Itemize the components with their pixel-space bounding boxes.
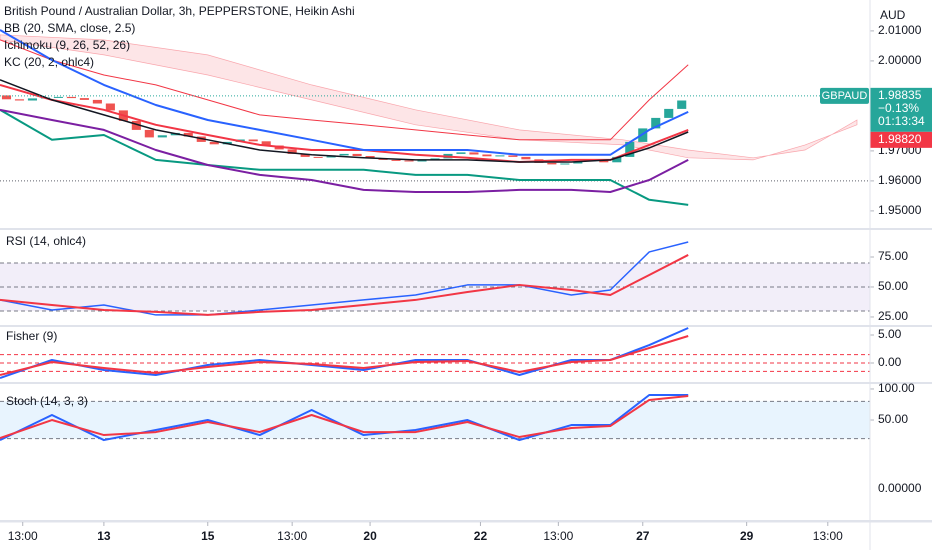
panel-title: Stoch (14, 3, 3) xyxy=(6,394,88,408)
candle xyxy=(612,156,622,163)
indicator-line xyxy=(0,254,689,316)
panel xyxy=(0,393,870,442)
candle xyxy=(79,98,89,100)
x-tick-label: 13:00 xyxy=(813,529,843,543)
x-tick-label: 20 xyxy=(363,529,377,543)
y-tick-label: 1.96000 xyxy=(878,173,922,187)
x-tick-label: 15 xyxy=(201,529,215,543)
candle xyxy=(131,120,141,130)
y-tick-label: 5.00 xyxy=(878,327,902,341)
indicator-line xyxy=(0,39,689,141)
y-tick-label: 1.95000 xyxy=(878,203,922,217)
candle xyxy=(560,163,570,165)
x-tick-label: 13:00 xyxy=(543,529,573,543)
panel-title: RSI (14, ohlc4) xyxy=(6,234,86,248)
price-label: 1.98835 xyxy=(878,88,922,102)
candle xyxy=(183,132,193,137)
candle xyxy=(352,153,362,156)
change-label: −0.13% xyxy=(878,101,919,115)
candle xyxy=(508,155,518,157)
candle xyxy=(599,160,609,163)
candle xyxy=(66,96,76,99)
x-tick-label: 13 xyxy=(97,529,111,543)
candle xyxy=(456,152,466,154)
candle xyxy=(105,103,115,111)
symbol-tag xyxy=(820,87,869,104)
x-tick-label: 22 xyxy=(474,529,488,543)
candle xyxy=(664,108,674,118)
x-tick-label: 27 xyxy=(636,529,650,543)
candle xyxy=(27,98,38,101)
candle xyxy=(53,96,63,98)
bid-tag xyxy=(870,131,932,148)
candle xyxy=(339,153,349,156)
indicator-label: KC (20, 2, ohlc4) xyxy=(4,55,94,69)
y-tick-label: 2.00000 xyxy=(878,53,922,67)
indicator-line xyxy=(0,79,689,163)
candle xyxy=(521,156,531,160)
candle xyxy=(287,149,297,154)
panel xyxy=(0,241,870,316)
y-tick-label: 2.01000 xyxy=(878,23,922,37)
y-tick-label: 50.00 xyxy=(878,279,908,293)
candle xyxy=(248,139,258,142)
candle xyxy=(92,99,102,104)
panel-title: Fisher (9) xyxy=(6,329,57,343)
indicator-line xyxy=(0,29,689,156)
axis-label: 0.00000 xyxy=(878,481,922,495)
candle xyxy=(495,155,505,157)
countdown-label: 01:13:34 xyxy=(878,114,925,128)
indicator-line xyxy=(0,241,689,316)
indicator-label: Ichimoku (9, 26, 52, 26) xyxy=(4,38,130,52)
candle xyxy=(313,156,323,158)
panel xyxy=(0,29,870,206)
candle xyxy=(261,141,271,146)
x-tick-label: 13:00 xyxy=(277,529,307,543)
candle xyxy=(651,117,661,129)
y-tick-label: 75.00 xyxy=(878,249,908,263)
candle xyxy=(677,100,687,109)
candle xyxy=(573,161,583,164)
candle xyxy=(417,160,427,162)
candle xyxy=(209,141,219,145)
currency-label: AUD xyxy=(880,8,906,22)
candle xyxy=(1,95,12,100)
candle xyxy=(625,141,635,157)
y-tick-label: 0.00 xyxy=(878,355,902,369)
candle xyxy=(365,156,375,159)
y-tick-label: 25.00 xyxy=(878,309,908,323)
symbol-label: GBPAUD xyxy=(822,90,868,102)
candle xyxy=(300,153,310,157)
candle xyxy=(14,99,25,101)
candle xyxy=(469,152,479,155)
y-tick-label: 50.00 xyxy=(878,412,908,426)
y-tick-label: 100.00 xyxy=(878,381,915,395)
panel xyxy=(0,327,870,379)
ichimoku-cloud xyxy=(0,34,858,161)
candle xyxy=(547,162,557,165)
candle xyxy=(144,129,154,138)
indicator-line xyxy=(0,108,689,206)
candle xyxy=(482,154,492,157)
x-tick-label: 29 xyxy=(740,529,754,543)
candle xyxy=(157,135,167,138)
candle xyxy=(391,159,401,161)
indicator-label: BB (20, SMA, close, 2.5) xyxy=(4,21,135,35)
bid-label: 1.98820 xyxy=(878,132,922,146)
indicator-line xyxy=(0,335,689,376)
indicator-line xyxy=(0,108,689,193)
candle xyxy=(404,160,414,162)
price-tag xyxy=(870,87,932,132)
x-tick-label: 13:00 xyxy=(8,529,38,543)
chart-title: British Pound / Australian Dollar, 3h, P… xyxy=(4,4,355,18)
indicator-line xyxy=(0,393,689,442)
indicator-line xyxy=(0,394,689,439)
